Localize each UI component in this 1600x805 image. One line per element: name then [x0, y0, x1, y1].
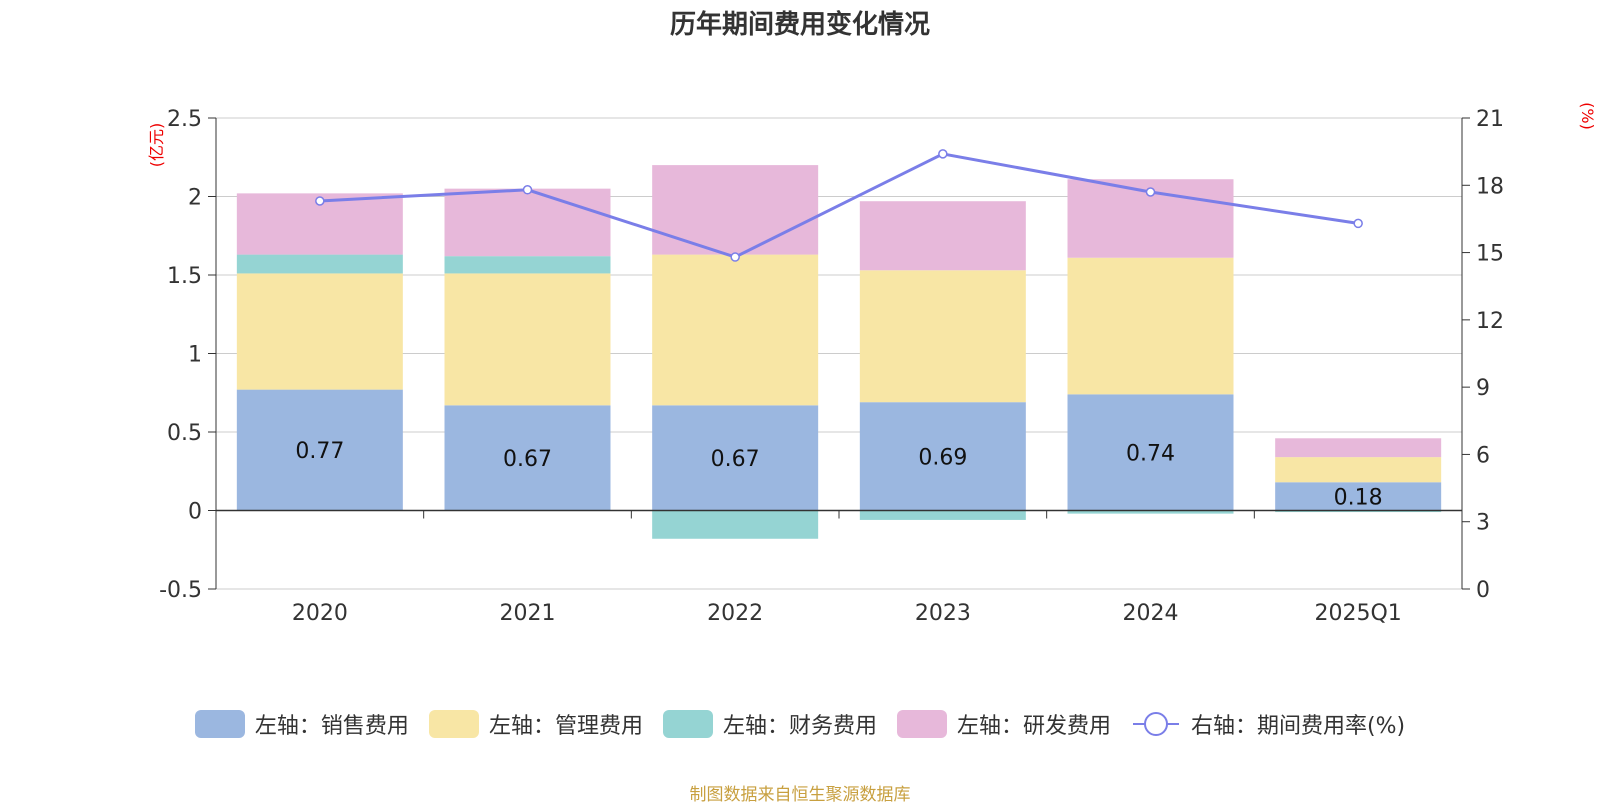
legend-label: 左轴：管理费用 — [488, 714, 643, 739]
rate-point-2025Q1 — [1353, 218, 1363, 229]
bar-0-2024 — [1067, 394, 1234, 511]
bar-2-2021 — [444, 256, 611, 274]
right-tick-label: 12 — [1476, 309, 1504, 334]
x-tick-label: 2021 — [500, 601, 556, 626]
legend-item-sales[interactable]: 左轴：销售费用 — [194, 708, 409, 740]
axes: -0.5 0 0.5 1 1.5 2 2.5 0 3 6 9 12 15 18 21 2020 2021 2022… — [159, 107, 1504, 626]
left-tick-label: 0 — [188, 500, 202, 525]
data-label: 0.74 — [1126, 441, 1175, 466]
bar-1-2023 — [859, 270, 1026, 403]
bar-1-2022 — [652, 254, 819, 406]
chart-canvas: -0.5 0 0.5 1 1.5 2 2.5 0 3 6 9 12 15 18 21 2020 2021 2022… — [147, 102, 1597, 626]
left-tick-label: -0.5 — [159, 578, 202, 603]
data-label: 0.67 — [503, 447, 552, 472]
bar-2-2024 — [1067, 510, 1234, 514]
bar-1-2025Q1 — [1275, 457, 1442, 483]
x-tick-label: 2023 — [915, 601, 971, 626]
legend-label: 右轴：期间费用率(%) — [1190, 714, 1406, 739]
right-tick-label: 18 — [1476, 174, 1504, 199]
rate-point-2021 — [522, 185, 533, 195]
right-tick-label: 9 — [1476, 376, 1490, 401]
legend-label: 左轴：财务费用 — [722, 714, 877, 739]
chart-title: 历年期间费用变化情况 — [669, 10, 930, 40]
right-axis-unit: (%) — [1578, 102, 1597, 130]
bar-3-2021 — [444, 188, 611, 257]
rate-point-2023 — [938, 149, 948, 159]
legend-label: 左轴：销售费用 — [254, 714, 409, 739]
right-tick-label: 15 — [1476, 242, 1504, 267]
legend-item-admin[interactable]: 左轴：管理费用 — [428, 708, 643, 740]
data-label: 0.18 — [1334, 485, 1383, 510]
bar-1-2021 — [444, 273, 611, 406]
rate-line — [319, 152, 1359, 259]
right-tick-label: 6 — [1476, 443, 1490, 468]
data-label: 0.69 — [918, 445, 967, 470]
left-tick-label: 1 — [188, 343, 202, 368]
bar-2-2023 — [859, 510, 1026, 520]
bar-layer — [236, 165, 1442, 539]
legend-line-marker-icon — [1132, 712, 1179, 736]
line-layer — [315, 149, 1363, 262]
bar-1-2024 — [1067, 257, 1234, 395]
data-label: 0.77 — [295, 439, 344, 464]
legend-swatch-finance — [662, 710, 713, 738]
left-tick-label: 2 — [188, 186, 202, 211]
bar-2-2020 — [236, 254, 403, 274]
left-tick-label: 2.5 — [167, 107, 202, 132]
bar-0-2020 — [236, 389, 403, 511]
left-axis-unit: (亿元) — [147, 123, 166, 168]
bar-0-2025Q1 — [1275, 482, 1442, 511]
legend-swatch-sales — [194, 710, 245, 738]
x-tick-label: 2024 — [1123, 601, 1179, 626]
bar-2-2025Q1 — [1275, 510, 1442, 513]
data-label: 0.67 — [711, 447, 760, 472]
bar-3-2022 — [652, 165, 819, 255]
rate-point-2020 — [315, 196, 325, 206]
legend-item-finance[interactable]: 左轴：财务费用 — [662, 708, 877, 740]
x-tick-label: 2022 — [707, 601, 763, 626]
x-tick-label: 2020 — [292, 601, 348, 626]
legend-label: 左轴：研发费用 — [956, 714, 1111, 739]
legend-item-rnd[interactable]: 左轴：研发费用 — [896, 708, 1111, 740]
bar-0-2023 — [859, 402, 1026, 511]
x-tick-label: 2025Q1 — [1315, 601, 1402, 626]
right-tick-label: 3 — [1476, 511, 1490, 536]
legend-swatch-admin — [428, 710, 479, 738]
bar-2-2022 — [652, 510, 819, 539]
legend: 左轴：销售费用 左轴：管理费用 左轴：财务费用 左轴：研发费用 右轴：期间费用率… — [0, 708, 1600, 740]
data-label-layer: 0.77 0.67 0.67 0.69 0.74 0.18 — [295, 439, 1382, 510]
source-note: 制图数据来自恒生聚源数据库 — [689, 785, 911, 805]
left-tick-label: 0.5 — [167, 421, 202, 446]
bar-3-2023 — [859, 201, 1026, 271]
bar-3-2025Q1 — [1275, 438, 1442, 458]
left-tick-label: 1.5 — [167, 264, 202, 289]
right-tick-label: 0 — [1476, 578, 1490, 603]
legend-swatch-rnd — [896, 710, 947, 738]
bar-0-2021 — [444, 405, 611, 511]
legend-item-rate[interactable]: 右轴：期间费用率(%) — [1131, 708, 1405, 740]
gridlines — [216, 117, 1462, 590]
bar-0-2022 — [652, 405, 819, 511]
bar-1-2020 — [236, 273, 403, 390]
rate-point-2022 — [730, 252, 740, 262]
rate-point-2024 — [1145, 187, 1156, 197]
right-tick-label: 21 — [1476, 107, 1504, 132]
